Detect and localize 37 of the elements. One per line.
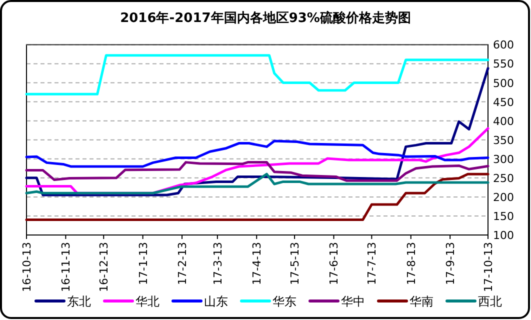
line-series [25,161,490,182]
x-tick-label: 17-2-13 [176,242,190,285]
x-tick-label: 16-11-13 [60,242,73,292]
legend-label: 西北 [478,294,502,308]
x-tick-label: 16-10-13 [20,242,34,292]
legend-label: 华南 [410,294,434,308]
x-tick-label: 17-1-13 [136,242,150,285]
line-series [25,140,490,168]
x-tick-label: 17-4-13 [250,242,264,285]
y-tick-label: 200 [493,190,514,204]
x-tick-label: 17-7-13 [366,242,379,285]
legend-label: 东北 [67,294,91,308]
y-tick-label: 300 [493,152,514,166]
x-tick-label: 17-8-13 [404,242,418,285]
x-tick-label: 17-5-13 [288,242,302,285]
legend-label: 华北 [136,294,160,308]
y-tick-label: 250 [493,172,514,185]
line-series [25,172,490,194]
y-tick-label: 450 [493,96,514,109]
x-tick-label: 17-6-13 [328,242,341,285]
y-tick-label: 550 [493,58,514,71]
x-tick-label: 17-9-13 [444,242,458,285]
y-tick-label: 400 [493,114,514,128]
x-tick-label: 17-10-13 [482,242,495,292]
line-series [25,172,490,222]
x-tick-label: 16-12-13 [98,242,111,292]
y-tick-label: 150 [493,210,514,223]
y-tick-label: 350 [493,134,514,147]
x-tick-label: 17-3-13 [211,242,224,285]
y-tick-label: 600 [493,38,514,52]
legend-label: 山东 [204,294,228,308]
chart-title: 2016年-2017年国内各地区93%硫酸价格走势图 [120,10,411,26]
line-series [25,54,490,96]
legend-label: 华东 [272,294,296,308]
y-tick-label: 500 [493,76,514,90]
legend-label: 华中 [341,294,365,308]
y-tick-label: 100 [493,229,514,242]
